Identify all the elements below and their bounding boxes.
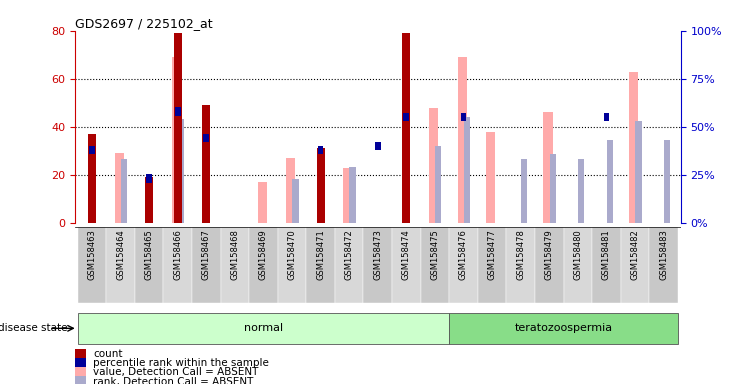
Bar <box>592 227 621 303</box>
Bar <box>420 227 450 303</box>
Text: GSM158472: GSM158472 <box>345 229 354 280</box>
Bar <box>402 33 411 223</box>
Bar <box>629 71 638 223</box>
Text: GSM158468: GSM158468 <box>230 229 239 280</box>
Bar <box>621 227 649 303</box>
Bar <box>203 134 209 142</box>
Text: GSM158471: GSM158471 <box>316 229 325 280</box>
Text: teratozoospermia: teratozoospermia <box>515 323 613 333</box>
Bar <box>535 227 563 303</box>
Bar <box>316 148 325 223</box>
Bar <box>221 227 249 303</box>
Bar <box>478 227 506 303</box>
Bar <box>172 57 181 223</box>
Bar <box>135 227 163 303</box>
Text: count: count <box>93 349 123 359</box>
Bar <box>450 227 478 303</box>
Bar <box>88 134 96 223</box>
Bar <box>563 227 592 303</box>
Bar <box>635 121 642 223</box>
Text: GSM158463: GSM158463 <box>88 229 96 280</box>
Bar <box>458 57 467 223</box>
Bar <box>292 179 298 223</box>
Text: percentile rank within the sample: percentile rank within the sample <box>93 358 269 368</box>
Text: GSM158470: GSM158470 <box>287 229 296 280</box>
Text: GSM158467: GSM158467 <box>202 229 211 280</box>
Bar <box>486 131 495 223</box>
Text: GSM158479: GSM158479 <box>545 229 554 280</box>
Bar <box>114 153 124 223</box>
Bar <box>75 367 86 377</box>
Text: GSM158481: GSM158481 <box>602 229 611 280</box>
Text: GSM158465: GSM158465 <box>144 229 153 280</box>
Bar <box>278 227 306 303</box>
Text: GSM158476: GSM158476 <box>459 229 468 280</box>
Bar <box>75 376 86 384</box>
Text: normal: normal <box>244 323 283 333</box>
Text: GSM158483: GSM158483 <box>659 229 668 280</box>
Text: GSM158474: GSM158474 <box>402 229 411 280</box>
Bar <box>258 182 267 223</box>
Bar <box>335 227 364 303</box>
Bar <box>318 146 323 154</box>
Bar <box>178 119 184 223</box>
Bar <box>403 113 409 121</box>
Bar <box>286 158 295 223</box>
Bar <box>343 167 352 223</box>
Text: GSM158477: GSM158477 <box>488 229 497 280</box>
Bar <box>175 107 180 116</box>
Bar <box>604 113 609 121</box>
Bar <box>192 227 221 303</box>
Text: value, Detection Call = ABSENT: value, Detection Call = ABSENT <box>93 367 258 377</box>
Bar <box>121 159 127 223</box>
Text: GSM158469: GSM158469 <box>259 229 268 280</box>
Bar <box>550 154 556 223</box>
Bar <box>544 112 553 223</box>
Text: GSM158482: GSM158482 <box>631 229 640 280</box>
Bar <box>607 140 613 223</box>
Bar <box>174 33 182 223</box>
Bar <box>364 227 392 303</box>
Text: GSM158464: GSM158464 <box>116 229 125 280</box>
Bar <box>89 146 95 154</box>
Bar <box>78 313 450 344</box>
Text: GSM158478: GSM158478 <box>516 229 525 280</box>
Text: disease state: disease state <box>0 323 67 333</box>
Bar <box>506 227 535 303</box>
Text: GSM158480: GSM158480 <box>573 229 582 280</box>
Bar <box>306 227 335 303</box>
Text: GSM158475: GSM158475 <box>430 229 439 280</box>
Bar <box>649 227 678 303</box>
Bar <box>450 313 678 344</box>
Text: GSM158466: GSM158466 <box>174 229 183 280</box>
Bar <box>349 167 356 223</box>
Bar <box>435 146 441 223</box>
Bar <box>75 358 86 368</box>
Bar <box>202 105 210 223</box>
Bar <box>521 159 527 223</box>
Bar <box>145 177 153 223</box>
Bar <box>75 348 86 359</box>
Bar <box>163 227 192 303</box>
Bar <box>249 227 278 303</box>
Bar <box>392 227 420 303</box>
Text: GDS2697 / 225102_at: GDS2697 / 225102_at <box>75 17 212 30</box>
Text: GSM158473: GSM158473 <box>373 229 382 280</box>
Bar <box>663 140 670 223</box>
Bar <box>147 174 152 183</box>
Bar <box>464 117 470 223</box>
Bar <box>429 108 438 223</box>
Bar <box>461 113 466 121</box>
Bar <box>578 159 584 223</box>
Bar <box>106 227 135 303</box>
Bar <box>375 142 381 150</box>
Bar <box>78 227 106 303</box>
Text: rank, Detection Call = ABSENT: rank, Detection Call = ABSENT <box>93 377 254 384</box>
